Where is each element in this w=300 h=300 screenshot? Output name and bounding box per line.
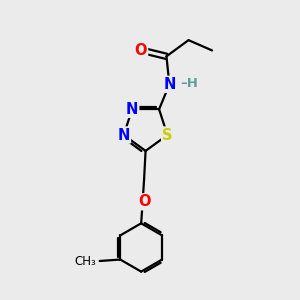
Text: –H: –H (181, 77, 199, 90)
Text: O: O (135, 43, 147, 58)
Text: CH₃: CH₃ (74, 254, 96, 268)
Text: N: N (163, 77, 176, 92)
Text: N: N (126, 102, 138, 117)
Text: S: S (162, 128, 173, 142)
Text: O: O (139, 194, 151, 209)
Text: N: N (118, 128, 130, 142)
